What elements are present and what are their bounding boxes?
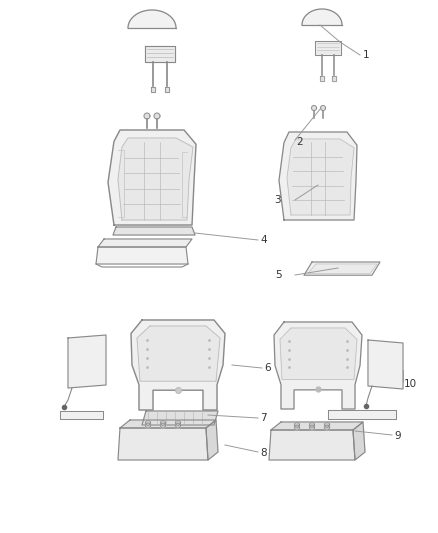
Polygon shape	[128, 10, 176, 28]
Text: 6: 6	[264, 363, 271, 373]
Polygon shape	[271, 422, 363, 430]
Polygon shape	[321, 106, 325, 110]
Polygon shape	[144, 113, 150, 119]
Polygon shape	[161, 423, 166, 428]
Polygon shape	[96, 247, 188, 264]
Polygon shape	[308, 264, 377, 273]
Polygon shape	[137, 326, 220, 381]
Polygon shape	[154, 113, 160, 119]
Polygon shape	[325, 425, 329, 430]
Text: 7: 7	[260, 413, 267, 423]
Polygon shape	[142, 411, 218, 425]
Text: 10: 10	[404, 379, 417, 389]
Polygon shape	[320, 76, 324, 81]
Polygon shape	[294, 422, 300, 427]
Polygon shape	[60, 411, 103, 419]
Polygon shape	[368, 340, 403, 389]
Polygon shape	[145, 421, 151, 425]
Polygon shape	[98, 239, 192, 247]
Text: 5: 5	[276, 270, 282, 280]
Polygon shape	[279, 132, 357, 220]
Polygon shape	[280, 328, 357, 379]
Polygon shape	[310, 425, 314, 430]
Polygon shape	[120, 420, 216, 428]
Polygon shape	[206, 420, 218, 460]
Polygon shape	[274, 322, 362, 409]
Polygon shape	[325, 422, 329, 427]
Polygon shape	[118, 428, 208, 460]
Polygon shape	[315, 41, 341, 55]
Polygon shape	[332, 76, 336, 81]
Text: 9: 9	[394, 431, 401, 441]
Polygon shape	[294, 425, 300, 430]
Polygon shape	[304, 262, 380, 275]
Polygon shape	[108, 130, 196, 225]
Polygon shape	[302, 9, 342, 25]
Polygon shape	[310, 422, 314, 427]
Polygon shape	[328, 410, 396, 419]
Polygon shape	[176, 423, 180, 428]
Polygon shape	[145, 46, 175, 62]
Text: 8: 8	[260, 448, 267, 458]
Polygon shape	[131, 320, 225, 410]
Text: 3: 3	[274, 195, 281, 205]
Polygon shape	[151, 87, 155, 92]
Polygon shape	[311, 106, 317, 110]
Polygon shape	[118, 138, 193, 220]
Text: 1: 1	[363, 50, 370, 60]
Text: 4: 4	[260, 235, 267, 245]
Polygon shape	[353, 422, 365, 460]
Polygon shape	[145, 423, 151, 428]
Polygon shape	[287, 139, 354, 215]
Polygon shape	[176, 421, 180, 425]
Polygon shape	[68, 335, 106, 388]
Text: 2: 2	[296, 137, 303, 147]
Polygon shape	[269, 430, 355, 460]
Polygon shape	[113, 227, 195, 235]
Polygon shape	[161, 421, 166, 425]
Polygon shape	[165, 87, 169, 92]
